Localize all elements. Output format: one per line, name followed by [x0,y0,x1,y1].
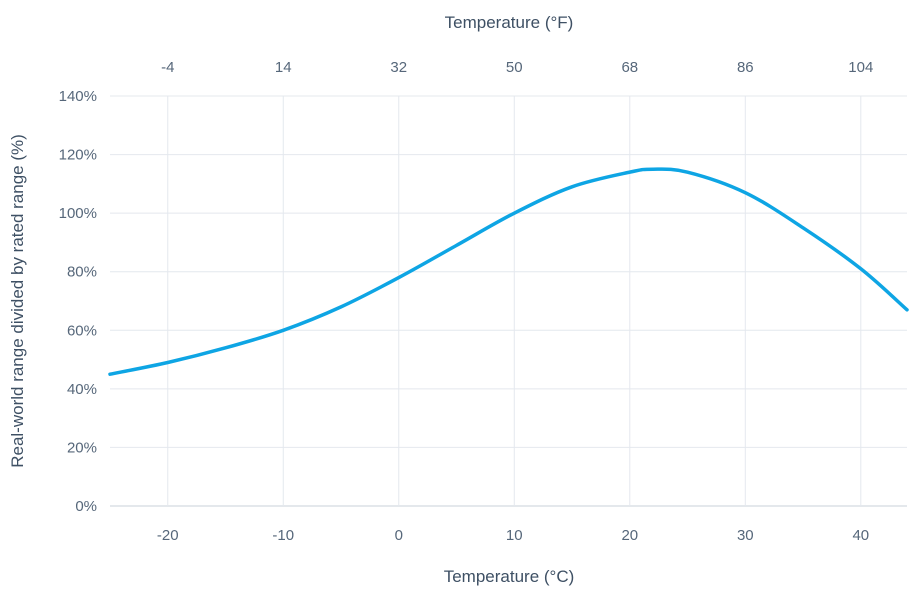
x-tick-label: 30 [737,527,754,544]
y-tick-label: 60% [67,322,97,339]
x-tick-label: 20 [621,527,638,544]
top-x-tick-label: 32 [390,59,407,76]
y-axis-ticks: 0% 20% 40% 60% 80% 100% 120% 140% [59,88,97,515]
grid-lines [110,95,907,507]
y-tick-label: 140% [59,88,97,105]
top-x-tick-label: 104 [848,59,873,76]
y-axis-title: Real-world range divided by rated range … [8,134,27,468]
x-tick-label: 0 [395,527,403,544]
x-tick-label: 10 [506,527,523,544]
plot-area [108,167,909,376]
y-tick-label: 40% [67,381,97,398]
x-axis-ticks: -20 -10 0 10 20 30 40 [157,527,869,544]
y-tick-label: 80% [67,264,97,281]
top-x-tick-label: 68 [621,59,638,76]
top-x-tick-label: 86 [737,59,754,76]
y-tick-label: 0% [75,498,97,515]
x-tick-label: -10 [272,527,294,544]
top-x-axis-title: Temperature (°F) [445,13,574,32]
series-line [108,167,909,376]
y-tick-label: 20% [67,439,97,456]
top-x-tick-label: -4 [161,59,174,76]
x-axis-title: Temperature (°C) [444,567,575,586]
x-tick-label: 40 [852,527,869,544]
x-tick-label: -20 [157,527,179,544]
top-x-tick-label: 14 [275,59,292,76]
top-x-tick-label: 50 [506,59,523,76]
top-x-axis-ticks: -4 14 32 50 68 86 104 [161,59,873,76]
y-tick-label: 120% [59,147,97,164]
y-tick-label: 100% [59,205,97,222]
